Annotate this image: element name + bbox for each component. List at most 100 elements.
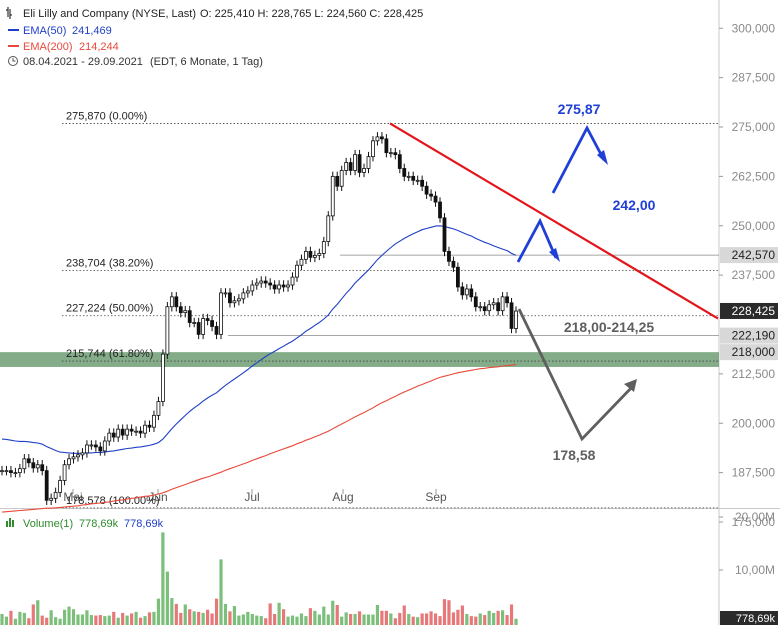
candle (107, 428, 112, 446)
volume-label: Volume(1) (23, 518, 73, 530)
volume-bar (487, 610, 491, 625)
volume-bar (286, 616, 290, 625)
candle (397, 149, 402, 174)
volume-bar (514, 618, 518, 625)
price-badge-label: 228,425 (732, 304, 776, 318)
volume-bar (483, 615, 487, 625)
volume-bar (9, 610, 13, 625)
candle-body (384, 138, 389, 154)
candle (464, 284, 469, 300)
volume-bar (344, 612, 348, 625)
volume-bar (429, 611, 433, 625)
volume-bar (255, 615, 259, 625)
candle-body (125, 428, 130, 436)
volume-bar (313, 610, 317, 625)
fibonacci-levels: 275,870 (0.00%) 238,704 (38.20%) 227,224 (… (0, 111, 719, 509)
candle (344, 157, 349, 176)
candle (491, 298, 496, 310)
volume-bar (89, 615, 93, 625)
volume-bar (192, 611, 196, 625)
candle (384, 134, 389, 158)
candle-body (223, 292, 228, 295)
candle (192, 317, 197, 328)
candle-body (44, 470, 49, 501)
candle (353, 149, 357, 176)
candle (411, 171, 416, 186)
volume-bar (71, 609, 76, 625)
candle-body (366, 156, 371, 169)
volume-bar (116, 617, 120, 625)
candle-body (13, 472, 18, 475)
candle (89, 440, 94, 450)
candle-body (268, 282, 273, 286)
candle-body (380, 136, 384, 140)
date-range-detail: (EDT, 6 Monate, 1 Tag) (150, 56, 263, 68)
candle (451, 256, 456, 272)
candle (312, 250, 317, 263)
candle-body (509, 302, 514, 329)
candle-body (102, 440, 107, 452)
price-badge-label: 242,570 (732, 248, 776, 262)
candle-body (482, 306, 487, 312)
candle-body (290, 276, 295, 286)
candle (116, 424, 121, 442)
volume-bar (228, 611, 232, 625)
price-badge-box (720, 327, 778, 344)
candle-body (286, 284, 290, 288)
candle (111, 428, 116, 442)
volume-bar (232, 606, 237, 625)
candle (44, 465, 49, 506)
candle-body (228, 292, 232, 304)
candle-body (134, 430, 138, 433)
candle (4, 465, 9, 476)
candle-body (210, 320, 214, 327)
candle (304, 246, 308, 265)
candle (429, 189, 433, 201)
candle (26, 454, 31, 468)
candle (53, 487, 58, 504)
candle-body (473, 296, 478, 308)
candle-body (304, 251, 308, 260)
blue-target-label: 275,87 (558, 101, 601, 117)
volume-bar (165, 571, 169, 625)
candle-body (143, 424, 147, 434)
candle (165, 301, 170, 359)
fib-label: 227,224 (50.00%) (66, 303, 153, 315)
candle (375, 132, 380, 146)
candle-body (205, 318, 210, 321)
volume-bar (268, 603, 272, 625)
volume-bar (241, 614, 245, 625)
candle (178, 301, 183, 318)
candle-body (31, 462, 36, 469)
volume-tick-label: 10,00M (735, 563, 775, 577)
price-tick-label: 250,000 (732, 219, 776, 233)
volume-bar (31, 604, 35, 625)
candle (219, 288, 223, 340)
gray-arrow-head (624, 379, 637, 392)
candle-body (53, 491, 58, 499)
price-badge-label: 218,000 (732, 345, 776, 359)
candle-body (120, 428, 125, 436)
candle-body (187, 310, 192, 323)
candle (335, 171, 340, 191)
volume-bar (447, 600, 451, 625)
candle (366, 151, 371, 174)
volume-bar (103, 616, 107, 625)
candle (120, 424, 125, 440)
candle (210, 315, 214, 332)
volume-icon (6, 518, 14, 527)
candle-body (451, 260, 456, 268)
volume-bar (371, 614, 375, 625)
candle (371, 136, 375, 162)
price-badge-label: 222,190 (732, 329, 776, 343)
volume-bar (326, 614, 330, 625)
candle (447, 246, 451, 267)
candle-body (98, 446, 103, 452)
candle (478, 301, 483, 312)
candle-body (348, 162, 353, 171)
candle (348, 157, 353, 176)
candle-body (107, 432, 112, 442)
candle-body (505, 296, 509, 304)
time-tick-label: Mai (63, 490, 82, 504)
